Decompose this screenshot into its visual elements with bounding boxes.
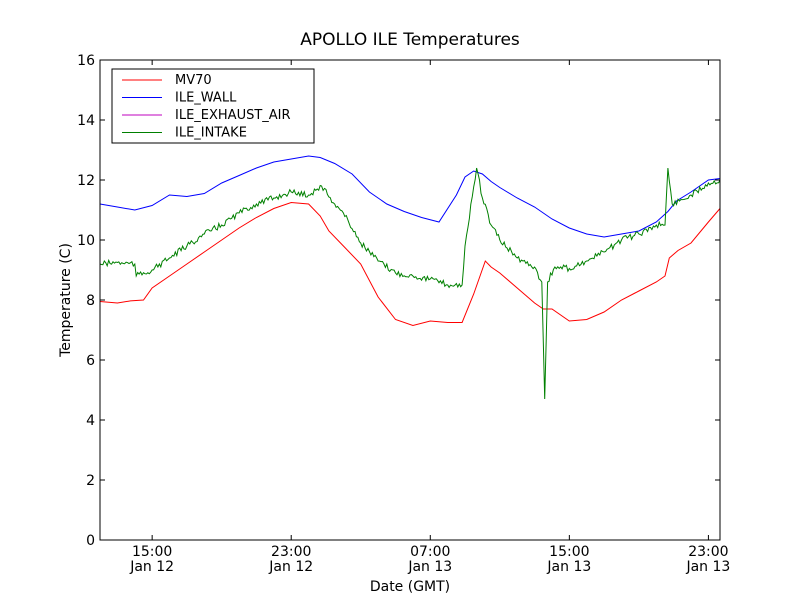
x-tick-label-date: Jan 13 xyxy=(685,559,730,575)
y-tick-label: 8 xyxy=(86,293,95,309)
legend-label-ile-wall: ILE_WALL xyxy=(175,91,237,106)
x-tick-label-time: 07:00 xyxy=(410,544,450,560)
y-axis-title: Temperature (C) xyxy=(58,243,74,358)
x-axis-title: Date (GMT) xyxy=(370,579,450,595)
y-tick-label: 14 xyxy=(77,113,95,129)
x-tick-label-date: Jan 13 xyxy=(546,559,591,575)
x-tick-label-date: Jan 13 xyxy=(407,559,452,575)
series-line-mv70 xyxy=(99,201,721,327)
x-tick-label-time: 15:00 xyxy=(132,544,172,560)
x-tick-label-time: 23:00 xyxy=(688,544,728,560)
y-tick-label: 0 xyxy=(86,533,95,549)
x-tick-label-date: Jan 12 xyxy=(268,559,313,575)
legend-box xyxy=(111,68,315,144)
legend: MV70 ILE_WALL ILE_EXHAUST_AIR ILE_INTAKE xyxy=(111,68,315,144)
legend-label-ile-intake: ILE_INTAKE xyxy=(175,126,247,141)
y-tick-label: 10 xyxy=(77,233,95,249)
y-tick-label: 6 xyxy=(86,353,95,369)
chart-title: APOLLO ILE Temperatures xyxy=(300,30,520,50)
series-line-ile-intake xyxy=(99,167,721,400)
x-tick-label-date: Jan 12 xyxy=(129,559,174,575)
series-line-ile-wall xyxy=(99,155,721,238)
y-tick-label: 16 xyxy=(77,53,95,69)
legend-label-mv70: MV70 xyxy=(175,73,212,88)
y-tick-label: 4 xyxy=(86,413,95,429)
y-tick-label: 2 xyxy=(86,473,95,489)
legend-label-ile-exhaust-air: ILE_EXHAUST_AIR xyxy=(175,108,291,123)
x-tick-label-time: 15:00 xyxy=(549,544,589,560)
series-layer xyxy=(99,155,721,400)
x-tick-label-time: 23:00 xyxy=(271,544,311,560)
y-tick-label: 12 xyxy=(77,173,95,189)
